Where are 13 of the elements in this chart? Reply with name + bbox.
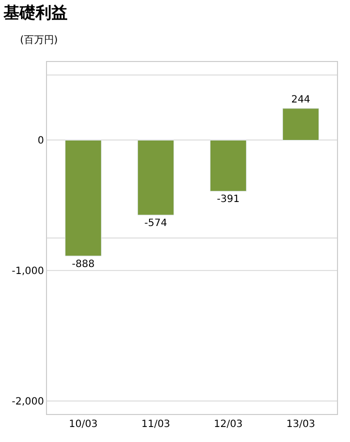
chart-title: 基礎利益 <box>2 2 68 22</box>
x-tick-label: 10/03 <box>68 419 98 430</box>
y-tick-label: 0 <box>38 136 44 147</box>
data-label: -391 <box>216 194 240 206</box>
y-tick-label: -1,000 <box>12 266 44 278</box>
y-tick-label: -2,000 <box>12 396 44 408</box>
x-tick-label: 13/03 <box>286 419 316 430</box>
x-tick-label: 12/03 <box>214 419 243 430</box>
chart-subtitle: (百万円) <box>20 35 58 46</box>
data-label: -888 <box>72 258 95 270</box>
data-label: -574 <box>144 218 168 230</box>
x-tick-label: 11/03 <box>141 419 170 430</box>
data-label: 244 <box>291 94 310 106</box>
